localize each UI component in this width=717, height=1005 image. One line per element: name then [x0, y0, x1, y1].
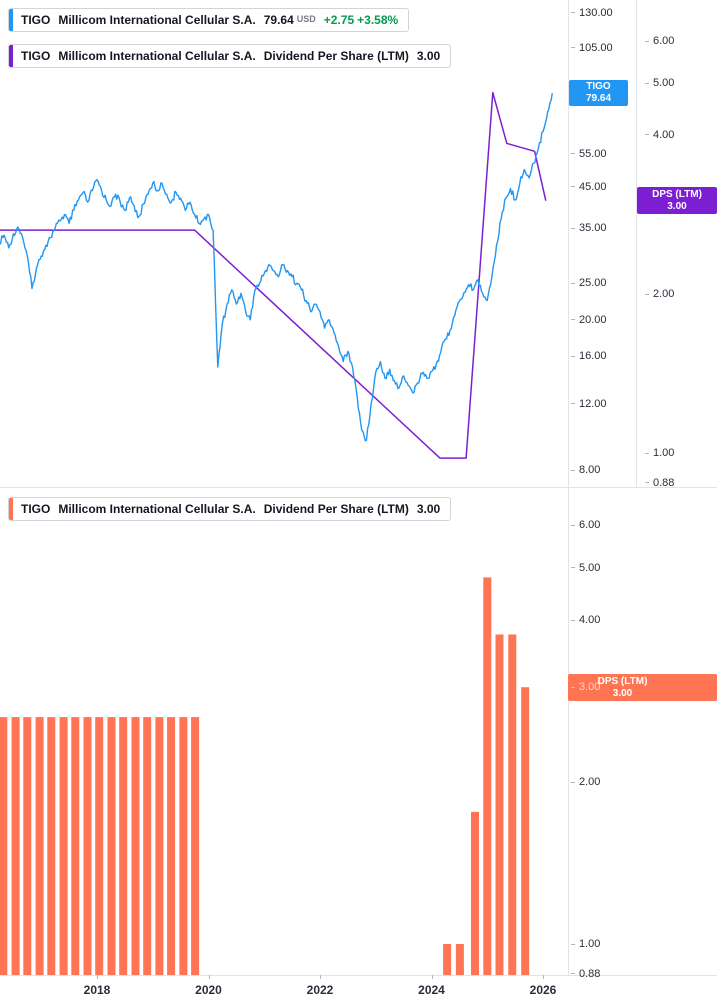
legend-change-pct: +3.58%: [357, 13, 399, 27]
dps-bar-color-marker: [9, 498, 13, 520]
dps-bar-plot[interactable]: [0, 487, 568, 975]
badge-title: DPS (LTM): [597, 675, 648, 687]
legend-ticker: TIGO: [21, 502, 51, 516]
legend-ticker: TIGO: [21, 13, 51, 27]
axis-tick-label: 4.00: [571, 614, 600, 626]
badge-title: DPS (LTM): [652, 188, 702, 200]
axis-tick-label: 45.00: [571, 181, 607, 193]
dps-scale-separator-vertical: [636, 0, 637, 487]
axis-tick-label: 5.00: [645, 77, 674, 89]
legend-last-price: 79.64: [263, 13, 294, 27]
x-axis-year-label: 2022: [306, 983, 334, 997]
axis-tick-label: 35.00: [571, 222, 607, 234]
axis-tick-label: 25.00: [571, 277, 607, 289]
x-axis-tick-mark: [208, 975, 210, 979]
legend-dps-overlay-series[interactable]: TIGO Millicom International Cellular S.A…: [8, 44, 452, 68]
badge-value: 3.00: [667, 200, 687, 212]
legend-company-name: Millicom International Cellular S.A.: [58, 13, 256, 27]
axis-tick-label: 0.88: [645, 477, 674, 489]
axis-tick-label: 0.88: [571, 968, 600, 980]
axis-tick-label: 1.00: [645, 447, 674, 459]
x-axis-year-label: 2020: [195, 983, 222, 997]
legend-metric-name: Dividend Per Share (LTM): [263, 502, 409, 516]
axis-tick-label: 2.00: [645, 288, 674, 300]
price-scale-area[interactable]: [568, 0, 636, 487]
x-axis-tick-mark: [320, 975, 321, 979]
axis-tick-label: 105.00: [571, 42, 613, 54]
axis-tick-label: 6.00: [645, 35, 674, 47]
badge-value: 79.64: [585, 93, 612, 104]
axis-tick-label: 16.00: [571, 350, 607, 362]
legend-price-series[interactable]: TIGO Millicom International Cellular S.A…: [8, 8, 410, 32]
legend-change-abs: +2.75: [323, 13, 355, 27]
axis-tick-label: 130.00: [571, 7, 613, 19]
x-axis-tick-mark: [543, 975, 544, 979]
axis-tick-label: 4.00: [645, 129, 674, 141]
axis-tick-label: 2.00: [571, 776, 600, 788]
dps-overlay-last-value-badge: DPS (LTM) 3.00: [637, 187, 717, 214]
axis-tick-label: 12.00: [571, 398, 607, 410]
axis-tick-label: 20.00: [571, 314, 607, 326]
x-axis-tick-mark: [431, 975, 433, 979]
dps-bar-panel[interactable]: [0, 487, 568, 975]
legend-ticker: TIGO: [21, 49, 51, 63]
x-axis-tick-mark: [97, 975, 98, 979]
axis-tick-label: 1.00: [571, 938, 600, 950]
dps-bar-last-value-badge: DPS (LTM) 3.00: [568, 674, 717, 701]
legend-metric-value: 3.00: [416, 49, 441, 63]
axis-tick-label: 8.00: [571, 464, 600, 476]
badge-value: 3.00: [612, 687, 633, 699]
legend-metric-name: Dividend Per Share (LTM): [263, 49, 409, 63]
legend-metric-value: 3.00: [416, 502, 441, 516]
price-last-value-badge: TIGO 79.64: [569, 80, 628, 106]
x-axis-year-label: 2024: [418, 983, 445, 997]
price-series-color-marker: [9, 9, 13, 31]
panel-divider[interactable]: [0, 487, 717, 488]
axis-tick-label: 55.00: [571, 148, 607, 160]
x-axis-year-label: 2026: [529, 983, 557, 997]
legend-company-name: Millicom International Cellular S.A.: [58, 502, 256, 516]
price-panel[interactable]: [0, 0, 568, 487]
legend-currency: USD: [296, 14, 316, 24]
axis-tick-label: 5.00: [571, 562, 600, 574]
dps-overlay-color-marker: [9, 45, 13, 67]
badge-title: TIGO: [586, 81, 611, 92]
legend-company-name: Millicom International Cellular S.A.: [58, 49, 256, 63]
dps-scale-area-bottom[interactable]: [568, 487, 717, 975]
price-and-dps-line-plot[interactable]: [0, 0, 568, 487]
time-axis-separator: [0, 975, 717, 976]
legend-dps-bar-series[interactable]: TIGO Millicom International Cellular S.A…: [8, 497, 452, 521]
axis-tick-label: 6.00: [571, 519, 600, 531]
dps-scale-area-top[interactable]: [636, 0, 717, 487]
x-axis-year-label: 2018: [83, 983, 111, 997]
axis-tick-label: 3.00: [571, 681, 600, 693]
